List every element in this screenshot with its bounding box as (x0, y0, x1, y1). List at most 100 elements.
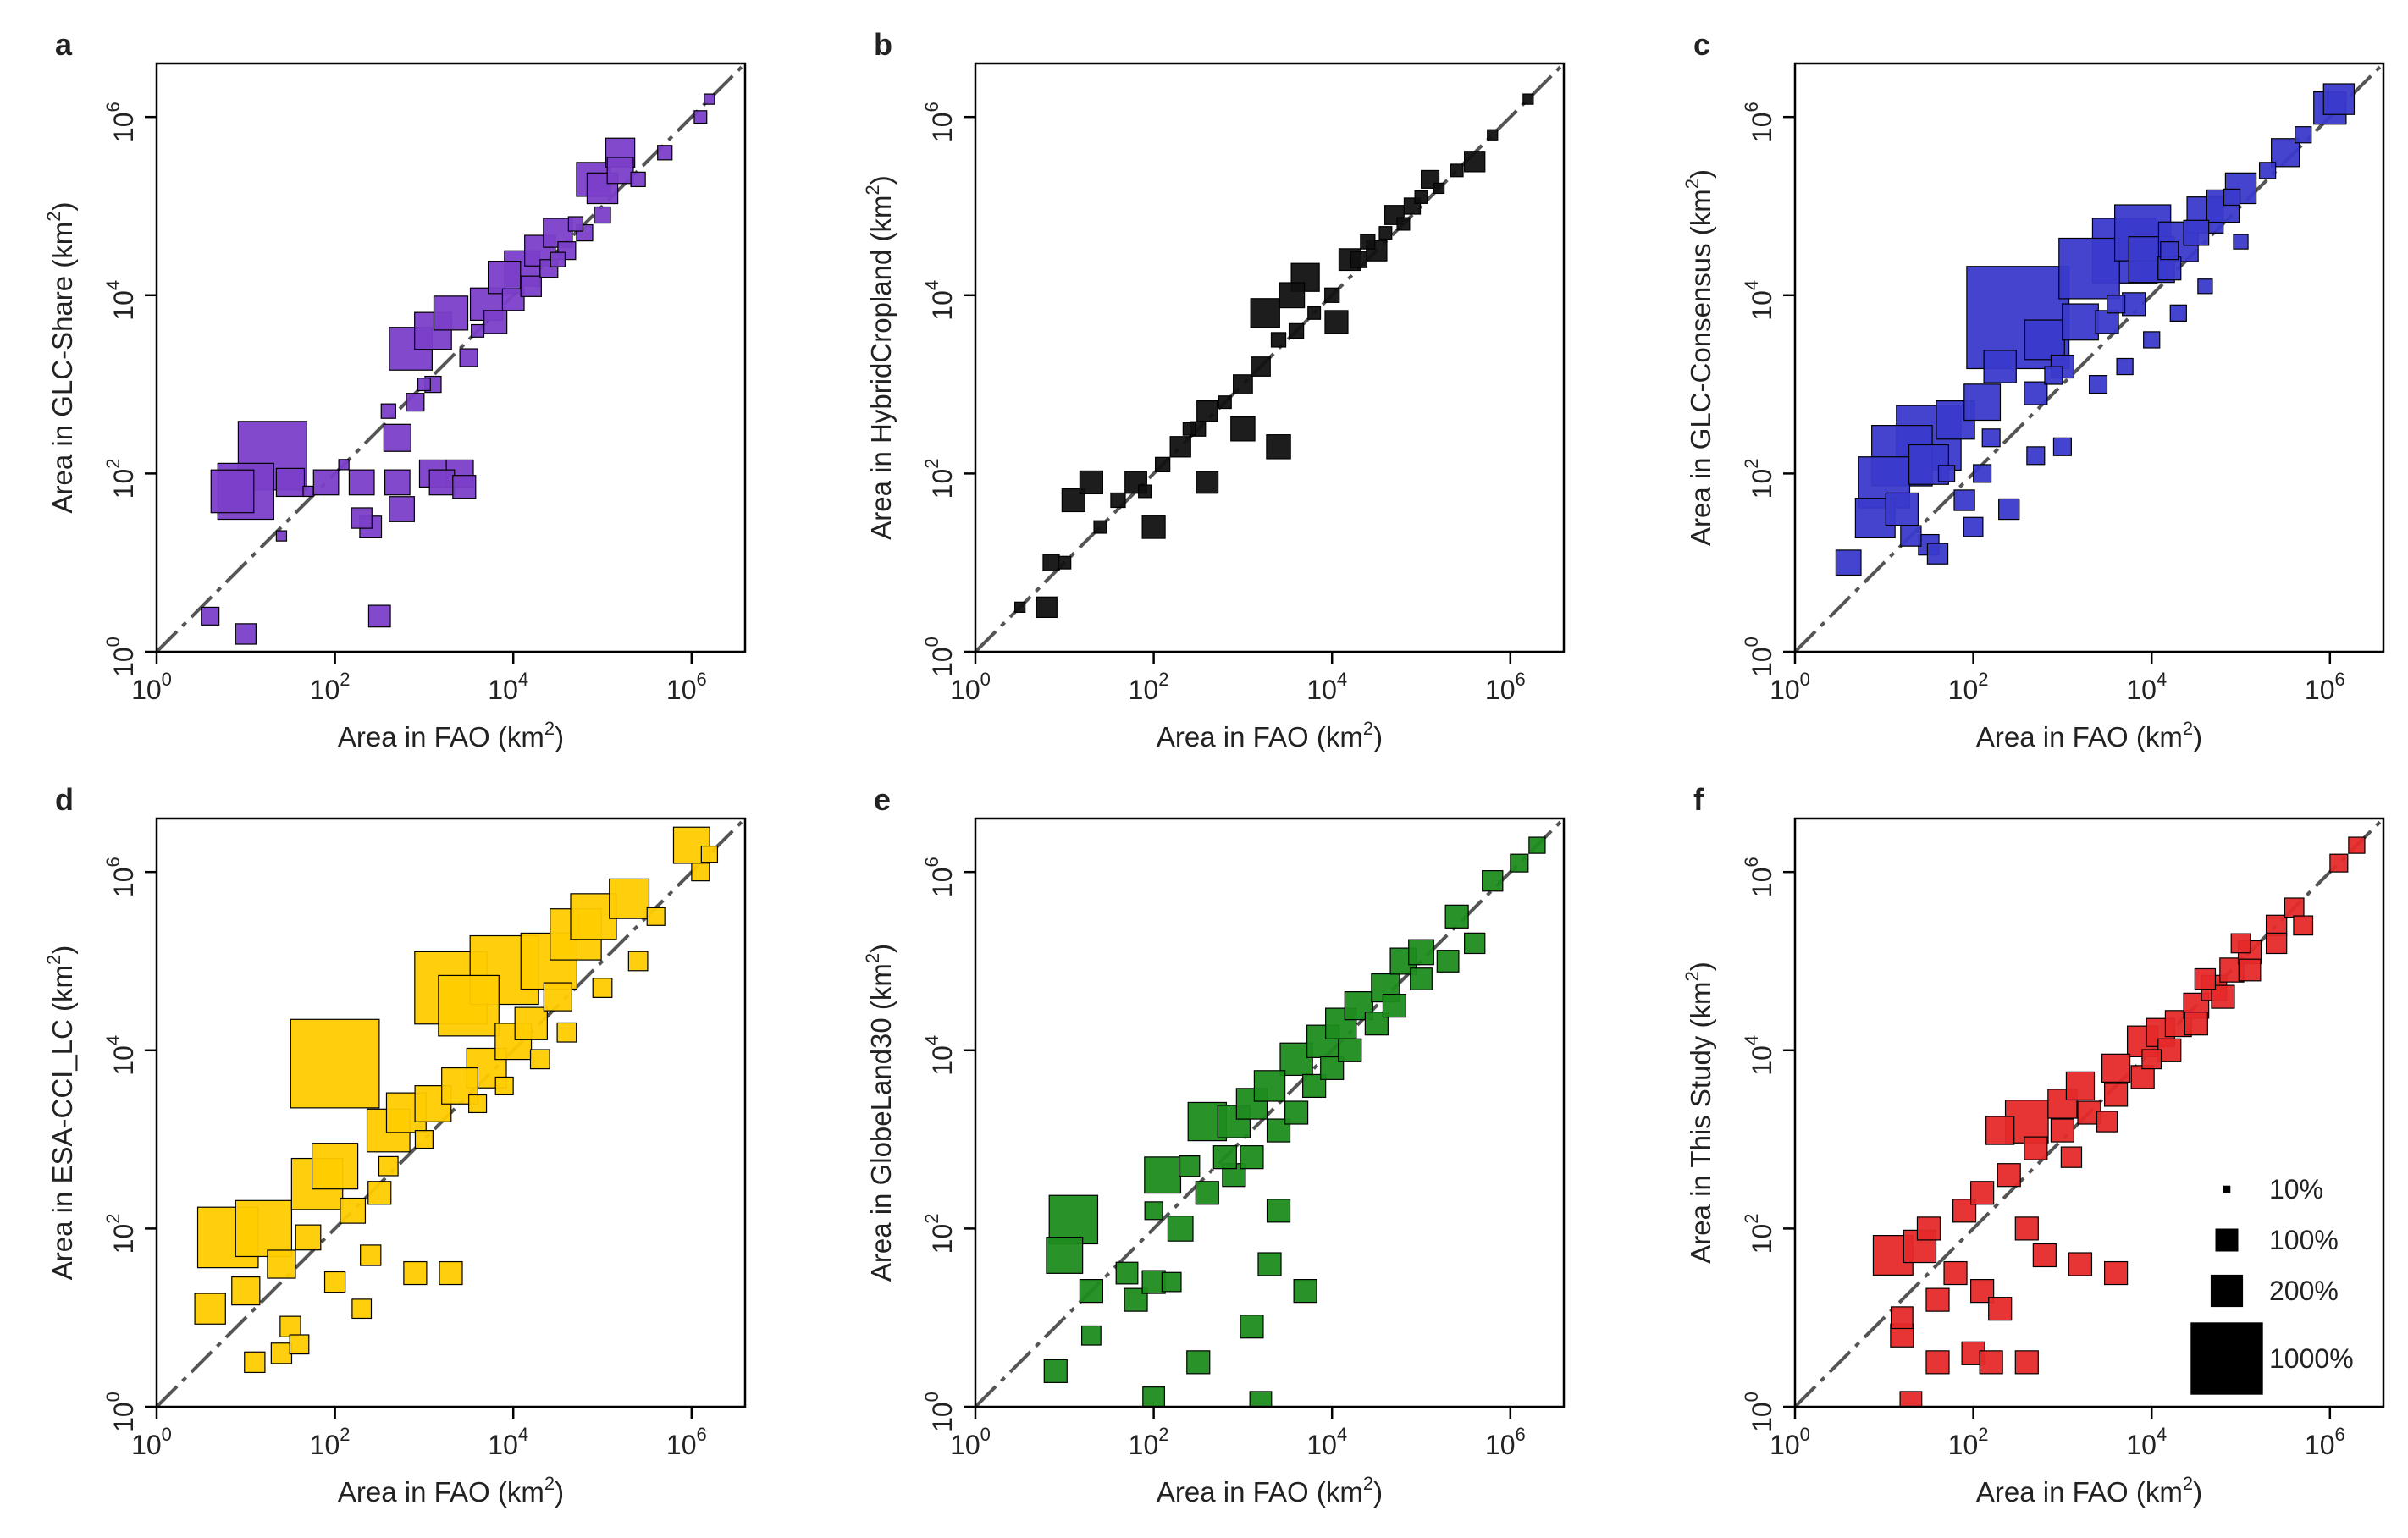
plot-frame (1793, 62, 2385, 653)
data-point (2230, 933, 2251, 954)
data-point (2169, 304, 2187, 322)
data-point (1290, 262, 1320, 292)
data-point (2194, 967, 2217, 990)
data-point (514, 1006, 548, 1040)
data-point (2295, 126, 2312, 144)
x-tick-label: 106 (666, 1424, 707, 1460)
data-point (340, 1197, 367, 1224)
data-point (1110, 492, 1126, 509)
data-point (1338, 1038, 1362, 1062)
y-axis-label: Area in GLC-Share (km2) (43, 201, 78, 513)
plot-frame (1793, 817, 2385, 1408)
data-point (1953, 489, 1975, 511)
data-point (201, 606, 220, 626)
data-point (1979, 1350, 2003, 1375)
x-tick-label: 106 (1485, 1424, 1526, 1460)
data-point (389, 496, 415, 522)
data-point (1916, 1216, 1941, 1241)
data-point (2183, 219, 2210, 246)
data-point (383, 423, 411, 452)
legend-swatch (2210, 1274, 2244, 1308)
data-point (2014, 1216, 2039, 1241)
data-point (302, 485, 314, 498)
data-point (1257, 1252, 1282, 1276)
plot-frame (155, 817, 747, 1408)
data-point (1167, 1216, 1194, 1242)
data-point (1410, 967, 1433, 990)
y-tick-label: 102 (921, 458, 958, 499)
data-point (1433, 182, 1445, 195)
data-point (1196, 400, 1218, 422)
data-point (378, 1155, 399, 1177)
data-point (1233, 374, 1253, 394)
panel-letter: d (55, 782, 74, 817)
data-point (1058, 555, 1072, 570)
data-point (700, 845, 719, 863)
data-point (2265, 914, 2288, 937)
data-point (1528, 836, 1546, 854)
x-axis-label: Area in FAO (km2) (1976, 1473, 2202, 1508)
data-point (1450, 163, 1464, 178)
data-point (267, 1249, 296, 1279)
y-tick-label: 102 (102, 1213, 139, 1254)
data-point (543, 982, 572, 1012)
data-point (403, 1260, 428, 1286)
data-point (567, 216, 584, 232)
y-axis-label: Area in HybridCropland (km2) (862, 175, 897, 539)
legend-swatch (2223, 1185, 2231, 1193)
plot-frame (155, 62, 747, 653)
data-point (1144, 1201, 1163, 1221)
y-axis-label: Area in GlobeLand30 (km2) (862, 944, 897, 1282)
data-point (1284, 1100, 1309, 1125)
size-legend: 10% 100% 200% 1000% (2190, 1174, 2354, 1395)
data-point (1414, 190, 1428, 204)
data-point (2329, 853, 2349, 873)
data-point (606, 157, 634, 185)
data-point (2116, 357, 2134, 376)
data-point (2068, 1252, 2093, 1276)
y-tick-label: 100 (102, 637, 139, 677)
x-tick-label: 100 (950, 669, 991, 705)
data-point (1195, 1181, 1219, 1205)
legend-label: 100% (2269, 1225, 2339, 1255)
data-point (433, 295, 469, 331)
y-tick-label: 100 (921, 1392, 958, 1432)
x-tick-label: 106 (666, 669, 707, 705)
data-point (231, 1276, 261, 1306)
data-point (1382, 994, 1407, 1018)
data-point (384, 469, 411, 496)
data-point (2322, 83, 2356, 115)
x-axis-label: Area in FAO (km2) (1157, 1473, 1383, 1508)
data-point (2060, 1146, 2083, 1168)
data-point (1835, 549, 1862, 576)
data-point (1900, 525, 1922, 547)
panel-letter: a (55, 27, 73, 62)
data-point (1212, 1145, 1237, 1170)
data-point (348, 469, 375, 496)
data-point (275, 530, 288, 542)
x-tick-label: 106 (1485, 669, 1526, 705)
y-axis-label: Area in This Study (km2) (1682, 962, 1716, 1263)
panel-b: b 100 102 104 106 100 102 104 106 Area in FAO (km… (862, 27, 1566, 752)
x-tick-label: 104 (1306, 1424, 1347, 1460)
data-point (1142, 1386, 1166, 1407)
data-point (2101, 1053, 2131, 1083)
data-point (1970, 1181, 1995, 1205)
y-tick-label: 100 (1741, 637, 1777, 677)
data-point (1138, 484, 1152, 499)
data-point (1487, 129, 1499, 141)
data-point (1141, 515, 1166, 539)
points-group (1043, 836, 1546, 1407)
plot-frame (974, 62, 1566, 653)
data-point (1510, 853, 1529, 873)
data-point (1997, 1163, 2021, 1188)
y-tick-label: 106 (921, 102, 958, 142)
legend-label: 10% (2269, 1174, 2323, 1204)
x-tick-label: 102 (1129, 669, 1169, 705)
y-tick-label: 102 (1741, 1213, 1777, 1254)
data-point (439, 1260, 463, 1286)
data-point (1324, 287, 1340, 303)
